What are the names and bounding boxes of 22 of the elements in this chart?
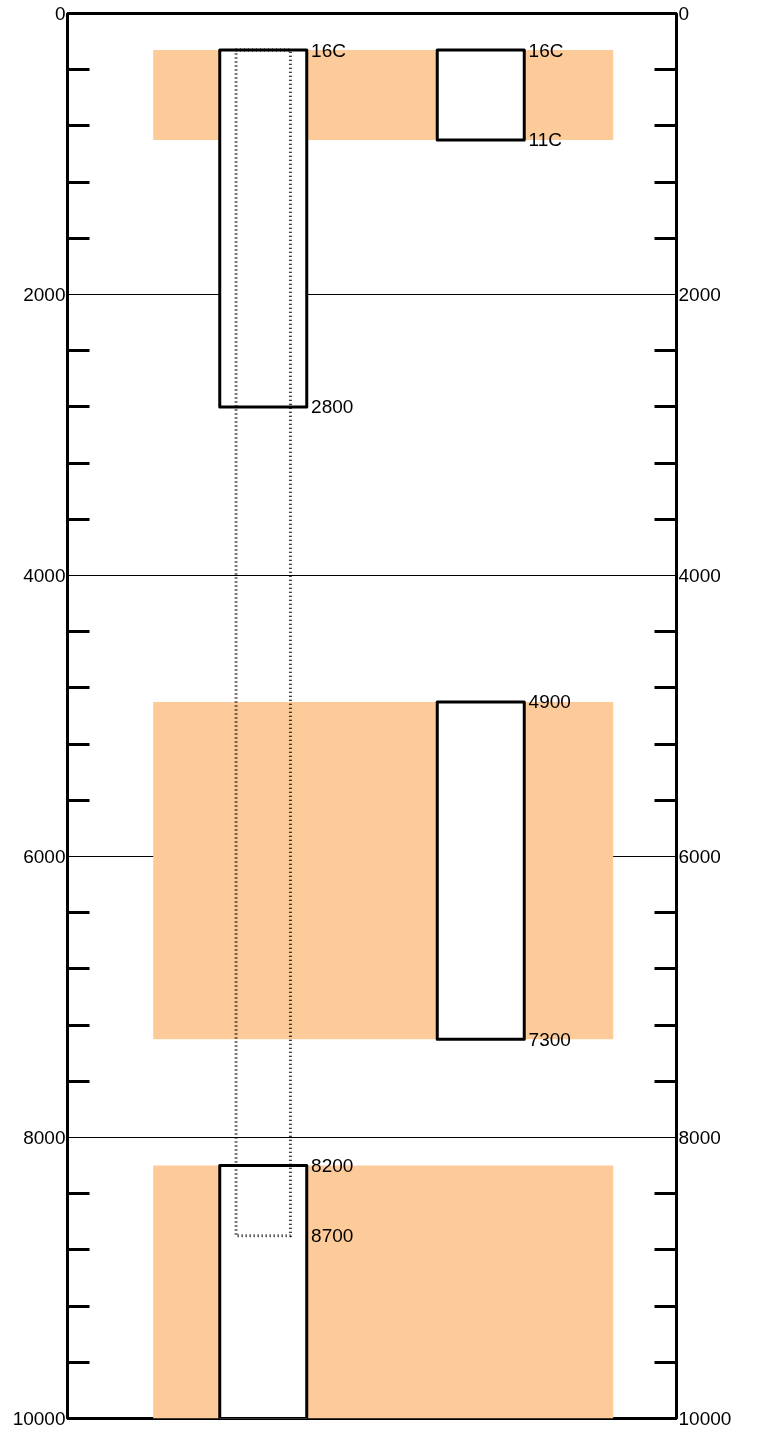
y2-tick-label: 2000 — [678, 284, 721, 305]
y2-tick-label: 8000 — [678, 1127, 721, 1148]
annotation: 2800 — [311, 396, 354, 418]
y-tick-label: 0 — [54, 3, 66, 24]
y2-tick-label: 6000 — [678, 846, 721, 867]
y-tick-label: 6000 — [23, 846, 66, 867]
annotation: 8700 — [311, 1225, 354, 1247]
y-tick-label: 2000 — [23, 284, 66, 305]
y2-tick-label: 0 — [678, 3, 690, 24]
annotation: 7300 — [528, 1028, 571, 1050]
y2-tick-label: 10000 — [678, 1408, 732, 1429]
y-tick-label: 8000 — [23, 1127, 66, 1148]
y-tick-label: 10000 — [12, 1408, 66, 1429]
annotation: 16C — [528, 39, 564, 61]
y-tick-label: 4000 — [23, 565, 66, 586]
annotation: 11C — [528, 129, 563, 151]
annotation: 8200 — [311, 1155, 354, 1177]
bar — [435, 700, 526, 1041]
annotation: 16C — [311, 39, 346, 61]
annotation: 4900 — [528, 691, 571, 713]
bar — [435, 48, 526, 142]
y2-tick-label: 4000 — [678, 565, 721, 586]
